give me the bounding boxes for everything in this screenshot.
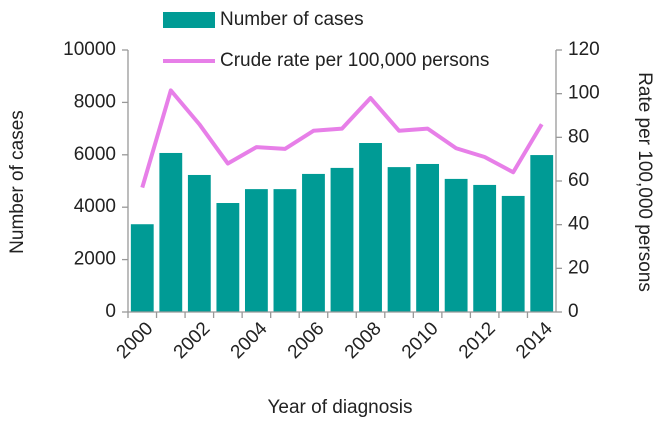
- x-axis-title: Year of diagnosis: [267, 397, 412, 418]
- bar: [130, 224, 154, 312]
- bar: [530, 155, 554, 312]
- x-tick-label: 2012: [455, 318, 500, 363]
- y-tick-label: 10000: [63, 39, 116, 60]
- y-tick-label: 4000: [74, 196, 116, 217]
- bar: [273, 189, 297, 312]
- y-tick-label: 0: [105, 301, 116, 322]
- bar: [187, 174, 211, 312]
- bar: [444, 178, 468, 312]
- y2-tick-label: 100: [568, 83, 600, 104]
- x-tick-label: 2008: [341, 318, 386, 363]
- x-tick-label: 2014: [512, 318, 557, 363]
- legend-label: Number of cases: [220, 9, 364, 30]
- y2-axis-title: Rate per 100,000 persons: [634, 72, 655, 292]
- y2-tick-label: 20: [568, 257, 589, 278]
- x-tick-label: 2000: [113, 318, 158, 363]
- line: [140, 88, 544, 189]
- x-tick-label: 2002: [170, 318, 215, 363]
- y-tick-label: 2000: [74, 249, 116, 270]
- bar: [159, 152, 183, 312]
- legend-label: Crude rate per 100,000 persons: [220, 50, 489, 71]
- y2-tick-label: 60: [568, 170, 589, 191]
- y-tick-label: 8000: [74, 91, 116, 112]
- x-tick-label: 2006: [284, 318, 329, 363]
- bar: [501, 195, 525, 312]
- y-axis-title: Number of cases: [7, 110, 28, 254]
- bar: [416, 163, 440, 312]
- bar: [359, 143, 382, 312]
- y-tick-label: 6000: [74, 144, 116, 165]
- bar: [302, 173, 325, 312]
- x-tick-label: 2004: [227, 318, 272, 363]
- x-tick-label: 2010: [398, 318, 443, 363]
- bar: [387, 167, 411, 312]
- legend-swatch: [163, 12, 215, 28]
- bar: [216, 203, 240, 312]
- bar: [330, 167, 354, 312]
- y2-tick-label: 80: [568, 126, 589, 147]
- y2-tick-label: 120: [568, 39, 600, 60]
- bar: [473, 184, 497, 312]
- y2-tick-label: 0: [568, 301, 579, 322]
- y2-tick-label: 40: [568, 214, 589, 235]
- bar: [244, 189, 268, 312]
